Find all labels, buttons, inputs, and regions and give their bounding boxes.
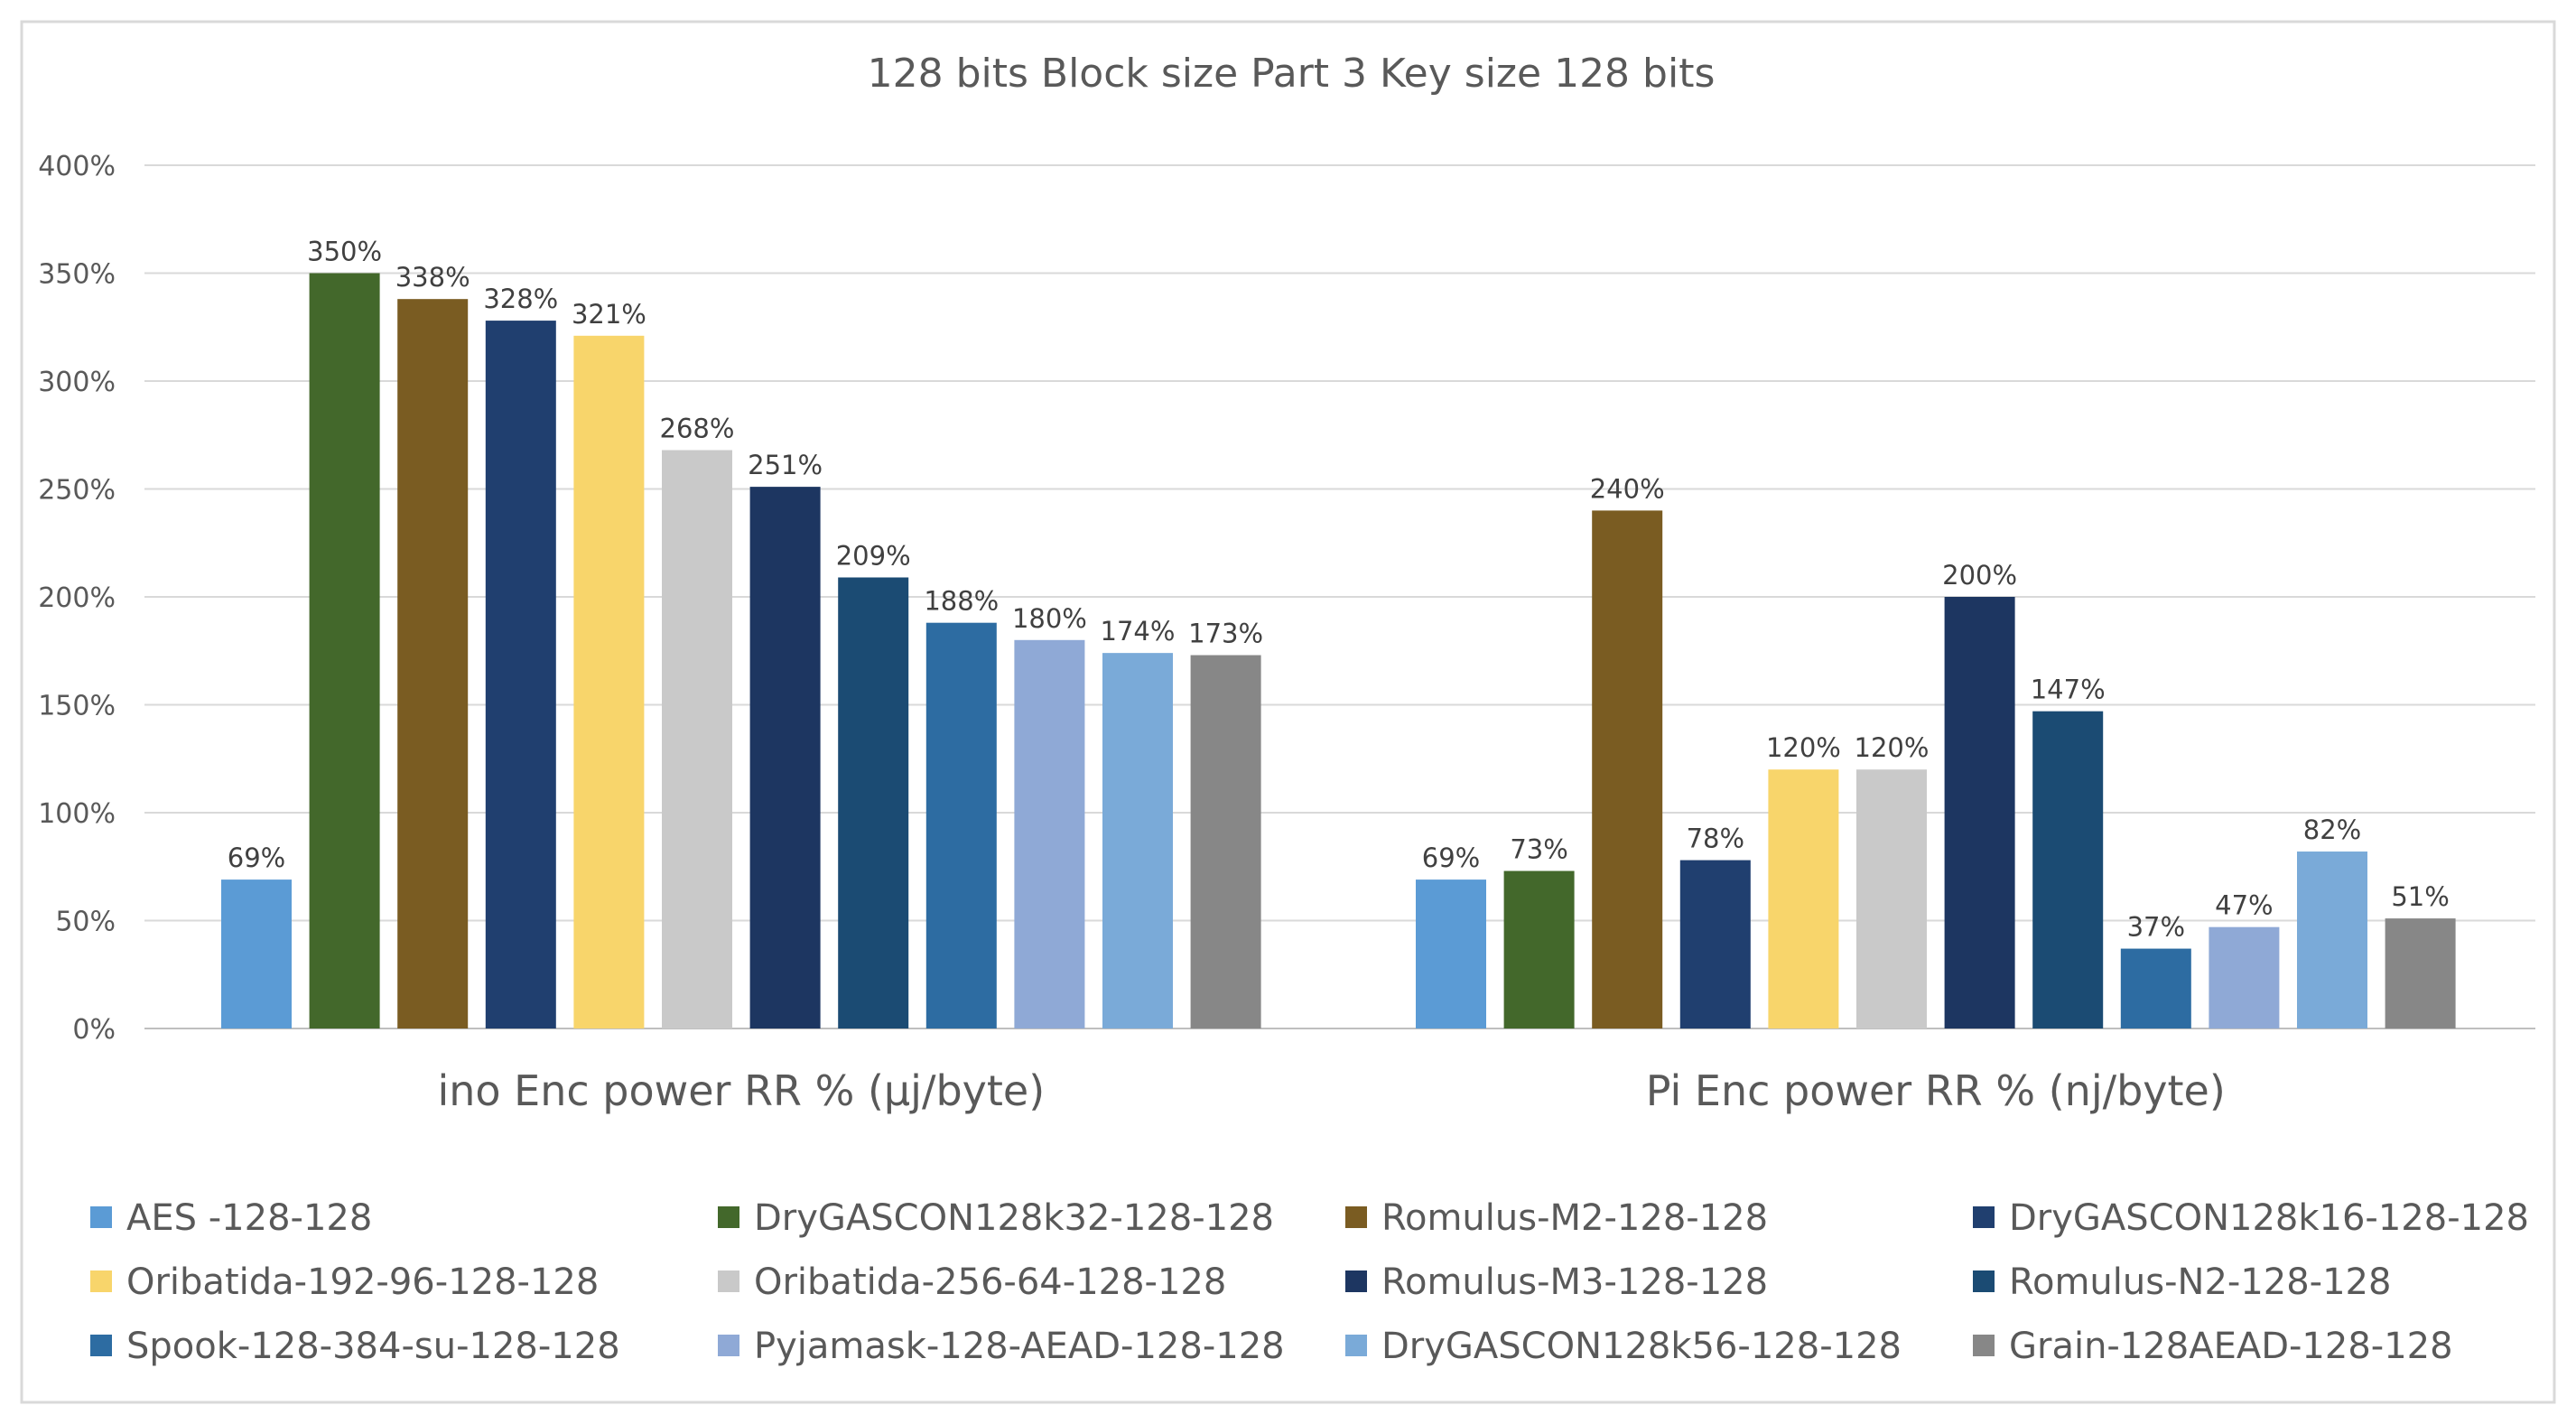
data-label: 321% [572, 299, 646, 330]
data-label: 350% [307, 237, 382, 267]
bar [309, 273, 380, 1028]
legend-swatch [718, 1206, 739, 1228]
data-label: 338% [395, 262, 470, 293]
bar [485, 321, 556, 1029]
legend-swatch [718, 1335, 739, 1356]
legend-label: DryGASCON128k16-128-128 [2009, 1197, 2529, 1239]
legend-label: DryGASCON128k32-128-128 [754, 1197, 1274, 1239]
bar [2120, 948, 2191, 1028]
bar [1416, 880, 1486, 1028]
bars [221, 273, 2456, 1029]
bar [221, 880, 292, 1028]
bar [1944, 597, 2015, 1028]
bar [1190, 655, 1261, 1028]
legend-swatch [1973, 1270, 1995, 1292]
data-label: 240% [1590, 473, 1665, 504]
legend-label: Spook-128-384-su-128-128 [126, 1326, 620, 1367]
bar [1102, 653, 1173, 1028]
data-label: 82% [2303, 814, 2361, 845]
legend: AES -128-128 DryGASCON128k32-128-128 Romul… [90, 1197, 2529, 1367]
data-label: 47% [2215, 890, 2273, 921]
y-tick-label: 100% [38, 798, 116, 830]
data-label: 120% [1855, 732, 1930, 763]
data-label: 209% [836, 540, 911, 571]
data-label: 120% [1766, 732, 1841, 763]
legend-swatch [90, 1206, 112, 1228]
data-label: 173% [1188, 619, 1263, 649]
category-labels: ino Enc power RR % (µj/byte) Pi Enc power… [437, 1066, 2225, 1115]
data-label: 147% [2031, 675, 2106, 705]
data-label: 69% [228, 842, 285, 873]
legend-swatch [90, 1335, 112, 1356]
bar [1014, 639, 1085, 1028]
chart-title: 128 bits Block size Part 3 Key size 128 … [868, 51, 1716, 97]
legend-label: Romulus-N2-128-128 [2009, 1261, 2391, 1303]
legend-label: Oribatida-192-96-128-128 [126, 1261, 599, 1303]
bar [2032, 711, 2104, 1028]
bar [2297, 852, 2367, 1028]
legend-swatch [1345, 1206, 1367, 1228]
legend-label: AES -128-128 [126, 1197, 372, 1239]
y-tick-label: 50% [55, 907, 116, 938]
y-tick-label: 250% [38, 475, 116, 507]
data-label: 180% [1012, 603, 1087, 634]
data-label: 328% [483, 284, 558, 314]
data-label: 188% [924, 586, 999, 617]
y-tick-label: 150% [38, 691, 116, 722]
legend-label: Oribatida-256-64-128-128 [754, 1261, 1226, 1303]
bar [2385, 918, 2456, 1028]
data-labels: 69% 350% 338% 328% 321% 268% 251% 209% 188% 180% 1… [228, 237, 2450, 943]
legend-label: DryGASCON128k56-128-128 [1381, 1326, 1902, 1367]
category-label: Pi Enc power RR % (nj/byte) [1646, 1066, 2226, 1115]
data-label: 200% [1942, 560, 2017, 591]
legend-label: Grain-128AEAD-128-128 [2009, 1326, 2453, 1367]
bar [573, 335, 645, 1028]
legend-label: Romulus-M2-128-128 [1381, 1197, 1768, 1239]
y-tick-label: 300% [38, 367, 116, 398]
bar [662, 450, 732, 1029]
bar [1679, 860, 1751, 1028]
data-label: 69% [1422, 842, 1480, 873]
legend-swatch [1973, 1335, 1995, 1356]
data-label: 174% [1101, 616, 1176, 647]
legend-label: Romulus-M3-128-128 [1381, 1261, 1768, 1303]
legend-swatch [1345, 1270, 1367, 1292]
bar [1768, 769, 1839, 1028]
bar [397, 299, 469, 1028]
category-label: ino Enc power RR % (µj/byte) [437, 1066, 1045, 1115]
bar [1503, 870, 1575, 1028]
y-axis-ticks: 0% 50% 100% 150% 200% 250% 300% 350% 400% [38, 151, 116, 1046]
legend-swatch [90, 1270, 112, 1292]
data-label: 268% [660, 413, 735, 443]
legend-swatch [1345, 1335, 1367, 1356]
bar [1856, 769, 1927, 1028]
bar [749, 487, 821, 1028]
bar [925, 622, 997, 1028]
legend-swatch [718, 1270, 739, 1292]
chart-frame [20, 20, 2556, 1404]
data-label: 73% [1510, 834, 1567, 865]
legend-swatch [1973, 1206, 1995, 1228]
data-label: 78% [1687, 824, 1744, 854]
y-tick-label: 350% [38, 259, 116, 291]
y-tick-label: 0% [72, 1014, 116, 1046]
bar [1592, 510, 1663, 1028]
data-label: 251% [748, 450, 823, 480]
bar [2209, 926, 2280, 1028]
legend-label: Pyjamask-128-AEAD-128-128 [754, 1326, 1285, 1367]
y-tick-label: 400% [38, 151, 116, 182]
data-label: 51% [2391, 881, 2449, 912]
y-tick-label: 200% [38, 582, 116, 614]
bar [838, 577, 909, 1028]
data-label: 37% [2127, 912, 2185, 943]
